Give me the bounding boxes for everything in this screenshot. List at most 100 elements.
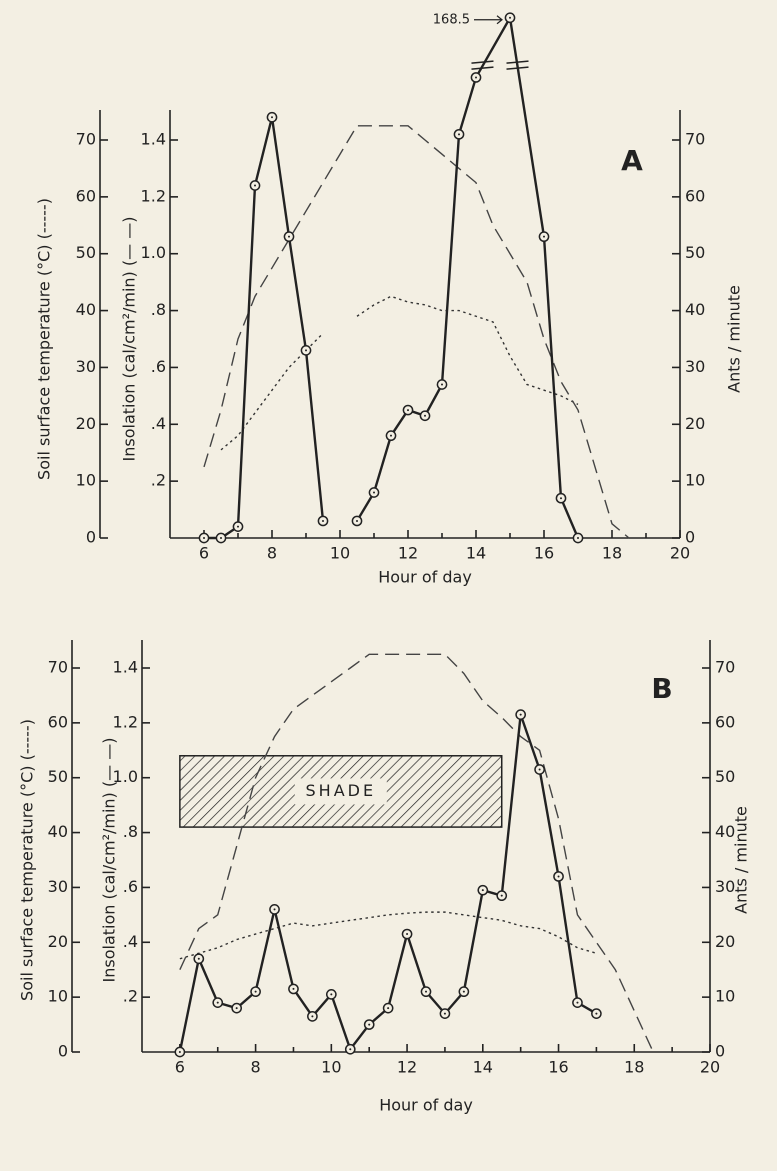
data-point-center bbox=[441, 383, 443, 386]
data-point-center bbox=[178, 1051, 181, 1053]
y2-tick-label: 20 bbox=[715, 932, 735, 951]
y3-tick-label: .6 bbox=[151, 357, 166, 376]
shade-label: SHADE bbox=[306, 781, 377, 800]
y3-tick-label: .6 bbox=[123, 877, 138, 896]
axis-break-mark bbox=[471, 66, 494, 70]
x-tick-label: 18 bbox=[602, 544, 622, 563]
y3-tick-label: .8 bbox=[151, 300, 166, 319]
series-line bbox=[203, 125, 630, 539]
data-point-center bbox=[216, 1001, 219, 1004]
y2-tick-label: 0 bbox=[685, 528, 695, 547]
y-tick-label: 30 bbox=[76, 357, 96, 376]
y2-tick-label: 30 bbox=[685, 357, 705, 376]
series-line bbox=[220, 295, 579, 451]
y2-tick-label: 40 bbox=[715, 822, 735, 841]
data-point-center bbox=[390, 434, 392, 437]
data-point-center bbox=[462, 990, 465, 993]
y2-tick-label: 30 bbox=[715, 877, 735, 896]
x-tick-label: 18 bbox=[624, 1058, 644, 1077]
y-tick-label: 10 bbox=[76, 471, 96, 490]
y3-tick-label: .2 bbox=[123, 987, 138, 1006]
data-point-center bbox=[373, 491, 375, 494]
data-point-center bbox=[254, 184, 256, 187]
data-point-center bbox=[443, 1012, 446, 1015]
data-point-center bbox=[292, 987, 295, 990]
y-tick-label: 50 bbox=[76, 243, 96, 262]
data-point-center bbox=[560, 497, 562, 500]
data-point-center bbox=[407, 409, 409, 412]
x-axis-label: Hour of day bbox=[379, 1096, 473, 1115]
data-point-center bbox=[271, 116, 273, 119]
x-tick-label: 20 bbox=[670, 544, 690, 563]
data-point-center bbox=[235, 1007, 238, 1010]
x-tick-label: 12 bbox=[398, 544, 418, 563]
y2-axis-label: Ants / minute bbox=[732, 806, 751, 914]
y3-tick-label: .4 bbox=[123, 932, 138, 951]
shade-label-bg bbox=[294, 778, 387, 805]
y-tick-label: 10 bbox=[48, 987, 68, 1006]
x-tick-label: 20 bbox=[700, 1058, 720, 1077]
data-point-center bbox=[406, 933, 409, 936]
y3-tick-label: .4 bbox=[151, 414, 166, 433]
data-point-center bbox=[368, 1023, 371, 1026]
x-tick-label: 16 bbox=[534, 544, 554, 563]
data-point-center bbox=[311, 1015, 314, 1018]
y3-tick-label: 1.2 bbox=[141, 186, 166, 205]
y2-tick-label: 60 bbox=[715, 712, 735, 731]
data-label: 168.5 bbox=[433, 12, 470, 27]
panel-label: A bbox=[621, 144, 643, 177]
data-point-center bbox=[500, 894, 503, 897]
axis-break-mark bbox=[471, 60, 494, 64]
y-axis-label: Soil surface temperature (°C) (-----) bbox=[18, 719, 37, 1001]
x-tick-label: 10 bbox=[330, 544, 350, 563]
y3-tick-label: 1.2 bbox=[113, 712, 138, 731]
y2-tick-label: 10 bbox=[715, 987, 735, 1006]
y3-tick-label: 1.4 bbox=[113, 658, 138, 677]
y-tick-label: 40 bbox=[76, 300, 96, 319]
y3-axis-label: Insolation (cal/cm²/min) (— —) bbox=[100, 738, 119, 983]
x-tick-label: 8 bbox=[267, 544, 277, 563]
y-tick-label: 70 bbox=[48, 658, 68, 677]
data-point-center bbox=[543, 235, 545, 238]
y3-tick-label: 1.0 bbox=[141, 243, 166, 262]
y-tick-label: 20 bbox=[48, 932, 68, 951]
data-point-center bbox=[576, 1001, 579, 1004]
y2-tick-label: 70 bbox=[715, 658, 735, 677]
data-point-center bbox=[197, 957, 200, 960]
y3-tick-label: .8 bbox=[123, 822, 138, 841]
x-tick-label: 16 bbox=[548, 1058, 568, 1077]
data-point-center bbox=[577, 537, 579, 539]
y3-tick-label: .2 bbox=[151, 471, 166, 490]
y-axis-label: Soil surface temperature (°C) (-----) bbox=[35, 198, 54, 480]
series-line bbox=[179, 653, 654, 1053]
y-tick-label: 60 bbox=[48, 712, 68, 731]
y-tick-label: 0 bbox=[58, 1042, 68, 1061]
data-point-center bbox=[424, 414, 426, 417]
y2-tick-label: 10 bbox=[685, 471, 705, 490]
y3-tick-label: 1.4 bbox=[141, 130, 166, 149]
data-point-center bbox=[356, 519, 358, 522]
y-tick-label: 50 bbox=[48, 767, 68, 786]
data-point-center bbox=[481, 889, 484, 892]
data-label-arrow bbox=[474, 15, 503, 25]
y-tick-label: 70 bbox=[76, 130, 96, 149]
data-point-center bbox=[595, 1012, 598, 1015]
data-point-center bbox=[288, 235, 290, 238]
series-line bbox=[179, 911, 597, 960]
x-tick-label: 12 bbox=[397, 1058, 417, 1077]
y3-tick-label: 1.0 bbox=[113, 767, 138, 786]
y2-tick-label: 70 bbox=[685, 130, 705, 149]
y2-tick-label: 50 bbox=[685, 243, 705, 262]
data-point-center bbox=[322, 519, 324, 522]
x-tick-label: 8 bbox=[251, 1058, 261, 1077]
y2-tick-label: 20 bbox=[685, 414, 705, 433]
y2-tick-label: 40 bbox=[685, 300, 705, 319]
x-tick-label: 10 bbox=[321, 1058, 341, 1077]
data-point-center bbox=[237, 525, 239, 528]
y-tick-label: 0 bbox=[86, 528, 96, 547]
y2-tick-label: 50 bbox=[715, 767, 735, 786]
data-point-center bbox=[519, 713, 522, 716]
data-point-center bbox=[203, 537, 205, 539]
